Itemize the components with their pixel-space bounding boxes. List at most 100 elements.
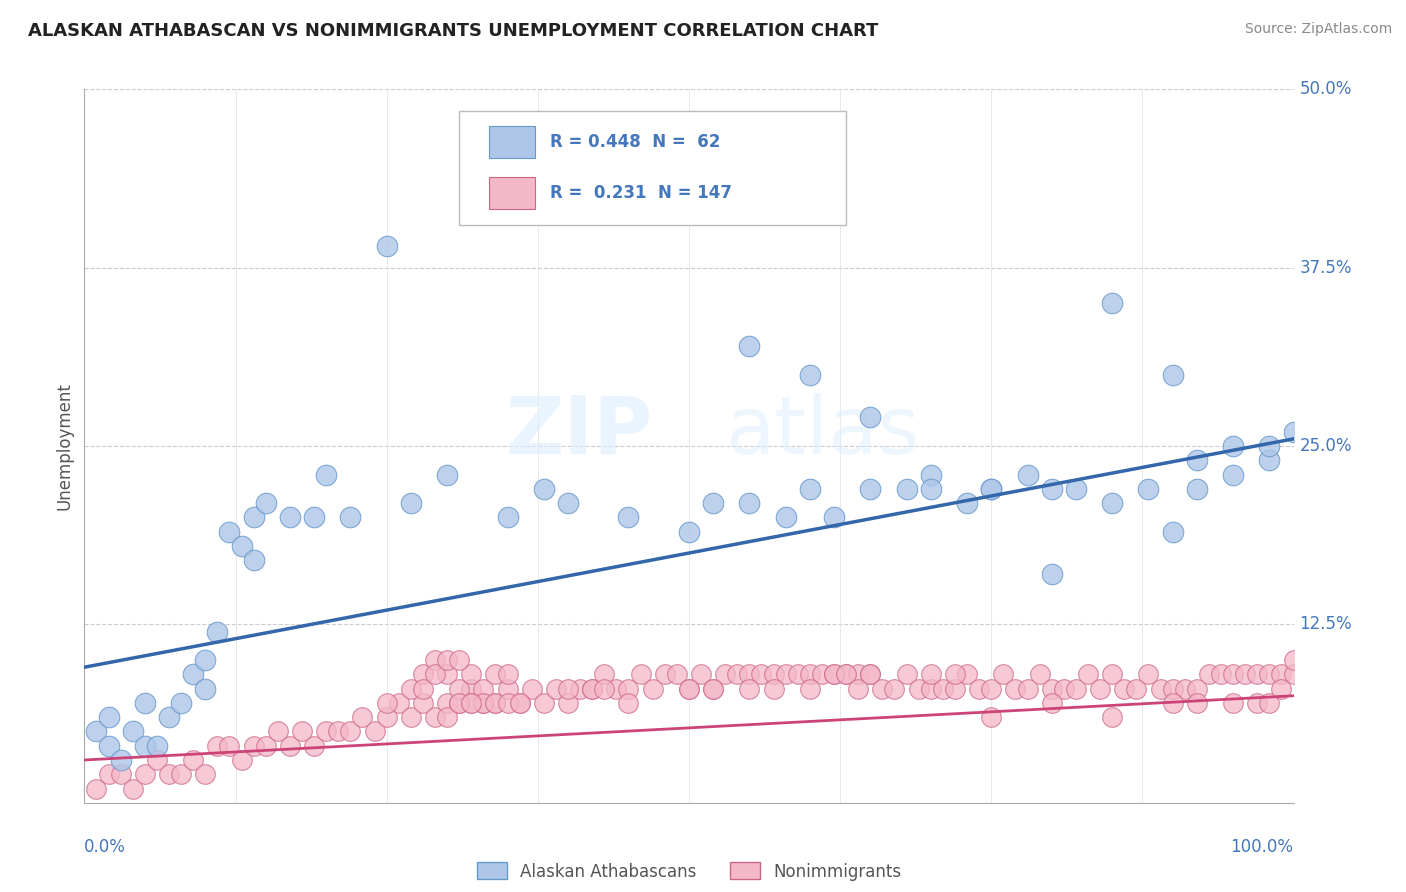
- Point: [1114, 681, 1136, 696]
- Point: [1222, 439, 1244, 453]
- Point: [449, 696, 471, 710]
- Point: [702, 681, 724, 696]
- Point: [375, 710, 398, 724]
- Point: [412, 681, 434, 696]
- Point: [242, 553, 264, 567]
- Point: [1149, 681, 1171, 696]
- Point: [967, 681, 990, 696]
- Point: [460, 696, 482, 710]
- Point: [799, 482, 821, 496]
- Text: 37.5%: 37.5%: [1299, 259, 1353, 277]
- Point: [605, 681, 627, 696]
- Point: [1137, 667, 1160, 681]
- Point: [496, 681, 519, 696]
- Point: [617, 681, 640, 696]
- Y-axis label: Unemployment: Unemployment: [55, 382, 73, 510]
- Point: [1101, 496, 1123, 510]
- Point: [714, 667, 737, 681]
- Point: [617, 510, 640, 524]
- Point: [1125, 681, 1147, 696]
- Point: [581, 681, 603, 696]
- Point: [254, 739, 277, 753]
- Point: [423, 653, 446, 667]
- Point: [980, 681, 1002, 696]
- Point: [569, 681, 592, 696]
- Point: [110, 753, 132, 767]
- Point: [399, 496, 422, 510]
- Point: [630, 667, 652, 681]
- Point: [1028, 667, 1050, 681]
- Point: [231, 539, 253, 553]
- Text: ZIP: ZIP: [505, 392, 652, 471]
- Point: [920, 667, 942, 681]
- Point: [412, 667, 434, 681]
- Point: [302, 510, 325, 524]
- Point: [533, 482, 555, 496]
- Point: [134, 767, 156, 781]
- Point: [194, 767, 217, 781]
- Point: [702, 496, 724, 510]
- Point: [1161, 681, 1184, 696]
- Point: [654, 667, 676, 681]
- Point: [544, 681, 567, 696]
- Point: [1282, 425, 1305, 439]
- Point: [484, 667, 506, 681]
- Point: [218, 524, 240, 539]
- Point: [134, 739, 156, 753]
- Text: atlas: atlas: [725, 392, 920, 471]
- Point: [157, 767, 180, 781]
- Point: [460, 681, 482, 696]
- Point: [872, 681, 894, 696]
- Point: [1064, 681, 1087, 696]
- Point: [1040, 696, 1063, 710]
- Point: [278, 739, 301, 753]
- Point: [956, 667, 979, 681]
- Legend: Alaskan Athabascans, Nonimmigrants: Alaskan Athabascans, Nonimmigrants: [470, 855, 908, 888]
- Text: 100.0%: 100.0%: [1230, 838, 1294, 856]
- Point: [738, 496, 761, 510]
- Point: [1258, 696, 1281, 710]
- Point: [775, 667, 797, 681]
- Point: [1161, 524, 1184, 539]
- Point: [134, 696, 156, 710]
- Point: [181, 667, 204, 681]
- Point: [956, 496, 979, 510]
- Point: [1064, 482, 1087, 496]
- Point: [859, 667, 882, 681]
- Point: [86, 781, 108, 796]
- Point: [1222, 667, 1244, 681]
- Point: [242, 739, 264, 753]
- Point: [993, 667, 1015, 681]
- Point: [980, 482, 1002, 496]
- Point: [932, 681, 955, 696]
- Point: [97, 710, 120, 724]
- Point: [690, 667, 713, 681]
- Point: [738, 667, 761, 681]
- Point: [449, 681, 471, 696]
- Point: [702, 681, 724, 696]
- Point: [1101, 296, 1123, 310]
- Point: [460, 667, 482, 681]
- Point: [496, 667, 519, 681]
- Point: [449, 696, 471, 710]
- Point: [1101, 667, 1123, 681]
- Point: [1040, 482, 1063, 496]
- Point: [1222, 696, 1244, 710]
- Point: [1234, 667, 1257, 681]
- Text: R = 0.448  N =  62: R = 0.448 N = 62: [550, 134, 720, 152]
- Point: [738, 339, 761, 353]
- Point: [157, 710, 180, 724]
- Point: [665, 667, 688, 681]
- Point: [678, 681, 700, 696]
- Point: [1258, 453, 1281, 467]
- Point: [315, 724, 337, 739]
- Point: [472, 696, 495, 710]
- Point: [823, 510, 845, 524]
- Point: [1185, 482, 1208, 496]
- Point: [799, 667, 821, 681]
- Point: [751, 667, 773, 681]
- Point: [423, 710, 446, 724]
- Point: [835, 667, 858, 681]
- Point: [846, 667, 869, 681]
- Point: [436, 467, 458, 482]
